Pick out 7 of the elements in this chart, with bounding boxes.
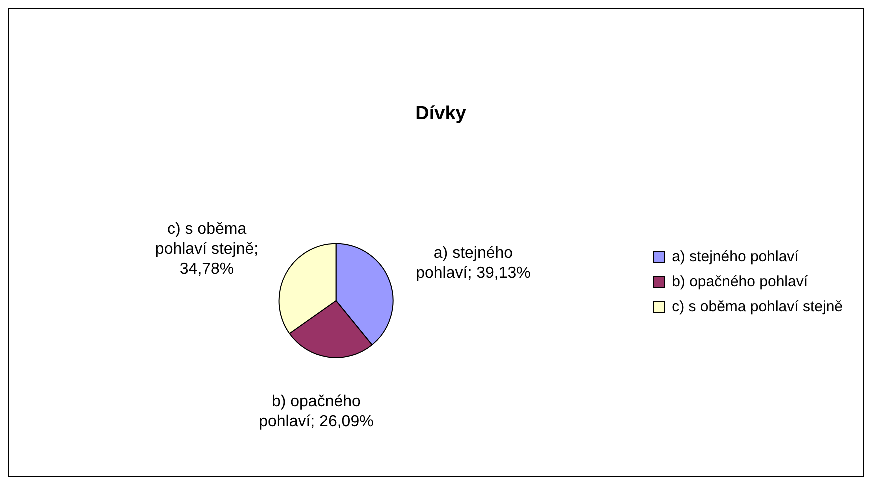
chart-title: Dívky <box>416 104 467 125</box>
data-label: b) opačného pohlaví; 26,09% <box>259 393 374 430</box>
legend-label: a) stejného pohlaví <box>672 248 800 266</box>
legend-label: b) opačného pohlaví <box>672 274 809 291</box>
legend-label: c) s oběma pohlaví stejně <box>672 298 844 316</box>
data-label: c) s oběma pohlaví stejně; 34,78% <box>155 220 259 278</box>
data-label: a) stejného pohlaví; 39,13% <box>416 244 531 282</box>
